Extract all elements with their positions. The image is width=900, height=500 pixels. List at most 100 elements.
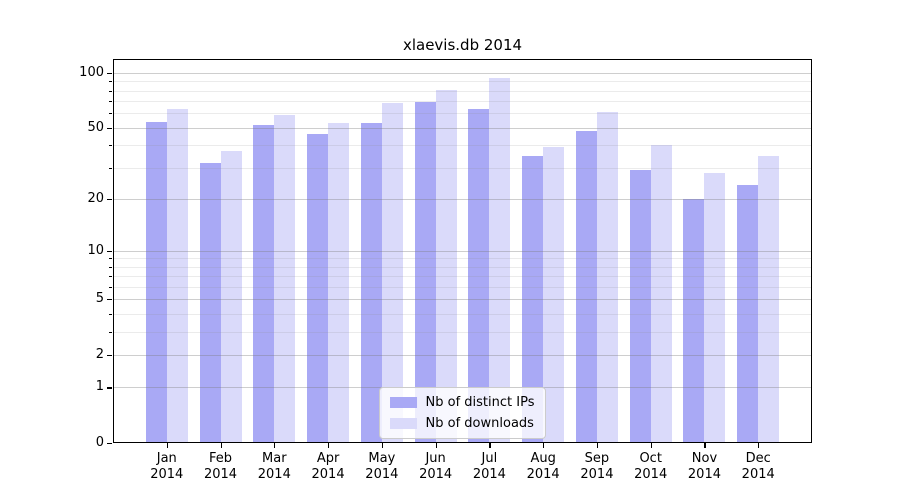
y-tick-10 bbox=[107, 250, 112, 252]
x-tick-label-jan: Jan 2014 bbox=[150, 451, 184, 482]
y-tick-label-2: 2 bbox=[95, 347, 104, 363]
minor-gridline-90 bbox=[113, 81, 812, 83]
major-gridline-5 bbox=[113, 299, 812, 301]
y-minor-tick-9 bbox=[109, 258, 112, 260]
major-gridline-50 bbox=[113, 127, 812, 129]
y-minor-tick-90 bbox=[109, 81, 112, 83]
y-tick-2 bbox=[107, 354, 112, 357]
minor-gridline-9 bbox=[113, 258, 812, 260]
x-tick-label-oct: Oct 2014 bbox=[634, 451, 668, 482]
plot-area: Nb of distinct IPs Nb of downloads 100 50… bbox=[79, 59, 812, 482]
y-tick-label-20: 20 bbox=[87, 190, 104, 206]
x-tick-label-jun: Jun 2014 bbox=[419, 451, 453, 482]
y-tick-0 bbox=[107, 443, 112, 445]
bar-jan-downloads bbox=[166, 109, 188, 443]
x-tick-label-apr: Apr 2014 bbox=[311, 451, 345, 482]
y-minor-tick-8 bbox=[109, 266, 112, 268]
x-tick-aug bbox=[543, 443, 545, 448]
y-minor-tick-3 bbox=[109, 331, 112, 333]
x-tick-sep bbox=[596, 443, 599, 448]
bar-feb-downloads bbox=[220, 151, 242, 443]
x-tick-label-sep: Sep 2014 bbox=[580, 451, 614, 482]
legend-item-distinct-ips: Nb of distinct IPs bbox=[389, 395, 535, 410]
y-minor-tick-60 bbox=[109, 113, 112, 115]
chart-title: xlaevis.db 2014 bbox=[402, 36, 523, 54]
x-tick-label-aug: Aug 2014 bbox=[526, 451, 560, 482]
major-gridline-10 bbox=[113, 250, 812, 252]
bar-jul-downloads bbox=[489, 77, 511, 443]
x-tick-jan bbox=[166, 443, 168, 448]
x-tick-dec bbox=[758, 443, 760, 448]
x-tick-jun bbox=[435, 443, 437, 448]
y-minor-tick-6 bbox=[109, 286, 112, 289]
legend-swatch-distinct-ips bbox=[389, 397, 417, 408]
y-minor-tick-70 bbox=[109, 101, 112, 103]
legend-swatch-downloads bbox=[389, 418, 417, 429]
y-tick-1 bbox=[107, 387, 112, 389]
bar-apr-distinct-ips bbox=[307, 134, 329, 443]
x-tick-label-dec: Dec 2014 bbox=[741, 451, 775, 482]
bar-jun-downloads bbox=[435, 89, 457, 443]
bar-may-distinct-ips bbox=[360, 123, 382, 443]
y-minor-tick-30 bbox=[109, 167, 112, 169]
bar-feb-distinct-ips bbox=[199, 162, 221, 443]
y-tick-label-50: 50 bbox=[87, 119, 104, 135]
bar-aug-downloads bbox=[543, 147, 565, 443]
bar-dec-distinct-ips bbox=[737, 184, 759, 443]
y-tick-5 bbox=[107, 299, 112, 301]
y-tick-20 bbox=[107, 198, 112, 200]
x-tick-label-mar: Mar 2014 bbox=[257, 451, 291, 482]
x-tick-nov bbox=[704, 443, 706, 448]
bar-may-downloads bbox=[381, 103, 403, 443]
minor-gridline-3 bbox=[113, 331, 812, 333]
y-tick-label-10: 10 bbox=[87, 242, 104, 258]
legend-label-downloads: Nb of downloads bbox=[425, 416, 534, 431]
legend-label-distinct-ips: Nb of distinct IPs bbox=[425, 395, 535, 410]
x-tick-mar bbox=[274, 443, 276, 448]
y-minor-tick-80 bbox=[109, 90, 112, 92]
bar-sep-downloads bbox=[596, 111, 618, 443]
bar-nov-distinct-ips bbox=[683, 198, 705, 443]
major-gridline-20 bbox=[113, 198, 812, 200]
y-minor-tick-4 bbox=[109, 313, 112, 316]
x-tick-label-nov: Nov 2014 bbox=[687, 451, 721, 482]
major-gridline-2 bbox=[113, 354, 812, 356]
major-gridline-100 bbox=[113, 72, 812, 74]
bar-nov-downloads bbox=[704, 172, 726, 443]
minor-gridline-4 bbox=[113, 313, 812, 315]
x-tick-jul bbox=[489, 443, 491, 448]
bar-aug-distinct-ips bbox=[522, 155, 544, 443]
bar-mar-downloads bbox=[274, 114, 296, 443]
bar-dec-downloads bbox=[758, 155, 780, 443]
minor-gridline-60 bbox=[113, 113, 812, 115]
bar-sep-distinct-ips bbox=[575, 130, 597, 443]
minor-gridline-40 bbox=[113, 145, 812, 147]
x-tick-label-jul: Jul 2014 bbox=[472, 451, 506, 482]
minor-gridline-70 bbox=[113, 101, 812, 103]
y-minor-tick-7 bbox=[109, 276, 112, 278]
x-tick-oct bbox=[650, 443, 652, 448]
x-tick-feb bbox=[220, 443, 222, 448]
minor-gridline-6 bbox=[113, 286, 812, 288]
y-tick-50 bbox=[107, 127, 112, 129]
minor-gridline-80 bbox=[113, 90, 812, 92]
bar-jul-distinct-ips bbox=[468, 109, 490, 443]
legend: Nb of distinct IPs Nb of downloads bbox=[378, 387, 547, 439]
bar-oct-distinct-ips bbox=[629, 170, 651, 443]
minor-gridline-8 bbox=[113, 266, 812, 268]
x-tick-may bbox=[381, 443, 384, 448]
y-tick-label-5: 5 bbox=[95, 291, 104, 307]
y-minor-tick-40 bbox=[109, 145, 112, 147]
bar-oct-downloads bbox=[650, 145, 672, 443]
x-tick-apr bbox=[328, 443, 330, 448]
y-tick-label-1: 1 bbox=[95, 379, 104, 395]
bar-apr-downloads bbox=[328, 123, 350, 443]
y-tick-label-100: 100 bbox=[79, 65, 104, 81]
y-tick-100 bbox=[107, 72, 112, 74]
bar-mar-distinct-ips bbox=[253, 124, 275, 443]
minor-gridline-30 bbox=[113, 167, 812, 169]
legend-item-downloads: Nb of downloads bbox=[389, 416, 535, 431]
x-tick-label-feb: Feb 2014 bbox=[203, 451, 238, 482]
bar-jan-distinct-ips bbox=[145, 121, 167, 443]
